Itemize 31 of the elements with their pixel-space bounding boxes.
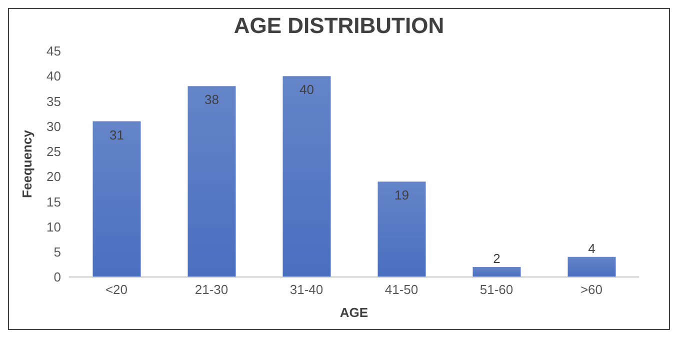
y-tick-label: 25 bbox=[46, 144, 61, 160]
data-label: 4 bbox=[588, 240, 596, 256]
x-tick-label: 31-40 bbox=[290, 282, 324, 298]
y-tick-label: 5 bbox=[54, 244, 61, 260]
y-tick-label: 40 bbox=[46, 68, 61, 84]
x-axis-title: AGE bbox=[340, 305, 368, 320]
y-tick-label: 10 bbox=[46, 219, 61, 234]
x-tick-label: 51-60 bbox=[480, 282, 514, 298]
y-tick-label: 15 bbox=[46, 194, 61, 210]
bar bbox=[92, 121, 141, 277]
data-label: 38 bbox=[204, 92, 219, 108]
data-label: 40 bbox=[300, 82, 314, 98]
bar bbox=[378, 182, 426, 277]
x-tick-label: <20 bbox=[105, 282, 128, 298]
x-tick-label: 41-50 bbox=[384, 282, 418, 298]
data-label: 31 bbox=[110, 127, 124, 142]
y-tick-label: 20 bbox=[46, 169, 61, 184]
y-axis-title: Feequency bbox=[20, 129, 35, 198]
y-tick-label: 35 bbox=[46, 94, 61, 109]
y-tick-label: 0 bbox=[54, 270, 61, 285]
bar bbox=[282, 76, 331, 277]
bar bbox=[568, 256, 616, 277]
bar bbox=[188, 86, 236, 277]
y-tick-label: 45 bbox=[46, 44, 61, 59]
data-label: 2 bbox=[493, 250, 500, 266]
bar bbox=[472, 266, 521, 277]
x-tick-label: >60 bbox=[580, 282, 603, 298]
chart-title: AGE DISTRIBUTION bbox=[232, 13, 446, 39]
x-tick-label: 21-30 bbox=[194, 282, 228, 298]
y-tick-label: 30 bbox=[46, 118, 61, 134]
data-label: 19 bbox=[394, 188, 409, 203]
